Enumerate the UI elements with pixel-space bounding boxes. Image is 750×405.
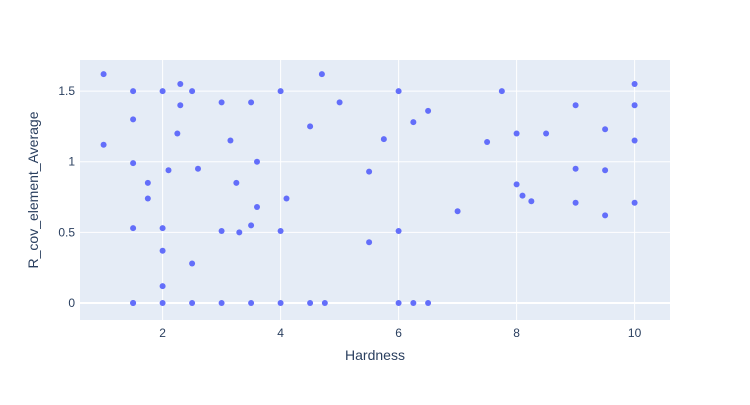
data-point[interactable]	[189, 88, 196, 95]
data-point[interactable]	[528, 198, 535, 205]
data-point[interactable]	[174, 130, 181, 137]
data-point[interactable]	[144, 179, 151, 186]
data-point[interactable]	[159, 283, 166, 290]
data-point[interactable]	[318, 71, 325, 78]
data-point[interactable]	[177, 102, 184, 109]
data-point[interactable]	[159, 300, 166, 307]
data-point[interactable]	[254, 203, 260, 210]
data-point[interactable]	[498, 88, 505, 95]
data-point[interactable]	[410, 119, 417, 126]
y-tick-label: 0	[68, 296, 75, 310]
data-point[interactable]	[130, 300, 137, 307]
x-tick-label: 10	[628, 326, 642, 340]
x-tick-label: 2	[159, 326, 166, 340]
data-point[interactable]	[248, 222, 255, 229]
data-point[interactable]	[366, 239, 373, 246]
data-point[interactable]	[513, 181, 520, 188]
data-point[interactable]	[177, 81, 184, 88]
data-points	[100, 71, 638, 307]
grid-lines	[80, 60, 670, 320]
data-point[interactable]	[159, 247, 166, 254]
y-tick-label: 0.5	[58, 225, 75, 239]
data-point[interactable]	[159, 88, 166, 95]
data-point[interactable]	[395, 300, 402, 307]
data-point[interactable]	[543, 130, 550, 137]
data-point[interactable]	[410, 300, 417, 307]
x-tick-label: 6	[395, 326, 402, 340]
plot-background	[80, 60, 670, 320]
data-point[interactable]	[277, 300, 284, 307]
data-point[interactable]	[189, 300, 196, 307]
data-point[interactable]	[195, 165, 201, 172]
y-tick-label: 1.5	[58, 84, 75, 98]
x-tick-label: 8	[513, 326, 520, 340]
data-point[interactable]	[165, 167, 172, 174]
data-point[interactable]	[519, 192, 526, 199]
data-point[interactable]	[425, 300, 432, 307]
data-point[interactable]	[248, 300, 255, 307]
data-point[interactable]	[130, 88, 137, 95]
data-point[interactable]	[130, 116, 137, 123]
data-point[interactable]	[248, 99, 255, 106]
data-point[interactable]	[227, 137, 234, 144]
data-point[interactable]	[307, 300, 314, 307]
data-point[interactable]	[572, 102, 579, 109]
data-point[interactable]	[218, 300, 225, 307]
data-point[interactable]	[572, 199, 579, 206]
x-axis-title: Hardness	[345, 347, 405, 363]
y-tick-label: 1	[68, 155, 75, 169]
data-point[interactable]	[454, 208, 461, 215]
data-point[interactable]	[631, 102, 638, 109]
data-point[interactable]	[425, 107, 432, 114]
x-tick-label: 4	[277, 326, 284, 340]
data-point[interactable]	[366, 168, 373, 175]
data-point[interactable]	[277, 227, 284, 234]
y-axis-title: R_cov_element_Average	[25, 111, 41, 268]
data-point[interactable]	[100, 141, 107, 148]
data-point[interactable]	[218, 227, 225, 234]
data-point[interactable]	[484, 138, 491, 145]
data-point[interactable]	[513, 130, 520, 137]
data-point[interactable]	[254, 158, 260, 165]
data-point[interactable]	[130, 160, 137, 167]
data-point[interactable]	[307, 123, 314, 130]
y-axis-ticks: 0 0.5 1 1.5	[58, 84, 75, 310]
data-point[interactable]	[572, 165, 579, 172]
data-point[interactable]	[395, 88, 402, 95]
data-point[interactable]	[100, 71, 107, 78]
data-point[interactable]	[631, 81, 638, 88]
data-point[interactable]	[130, 225, 137, 232]
data-point[interactable]	[283, 195, 290, 202]
data-point[interactable]	[602, 212, 609, 219]
data-point[interactable]	[144, 195, 151, 202]
data-point[interactable]	[336, 99, 343, 106]
data-point[interactable]	[236, 229, 243, 236]
data-point[interactable]	[395, 227, 402, 234]
x-axis-ticks: 2 4 6 8 10	[159, 326, 641, 340]
data-point[interactable]	[631, 137, 638, 144]
data-point[interactable]	[631, 199, 638, 206]
data-point[interactable]	[321, 300, 328, 307]
data-point[interactable]	[277, 88, 284, 95]
data-point[interactable]	[602, 126, 609, 133]
data-point[interactable]	[159, 225, 166, 232]
data-point[interactable]	[233, 179, 240, 186]
data-point[interactable]	[189, 260, 196, 267]
data-point[interactable]	[602, 167, 609, 174]
data-point[interactable]	[380, 136, 387, 143]
data-point[interactable]	[218, 99, 225, 106]
